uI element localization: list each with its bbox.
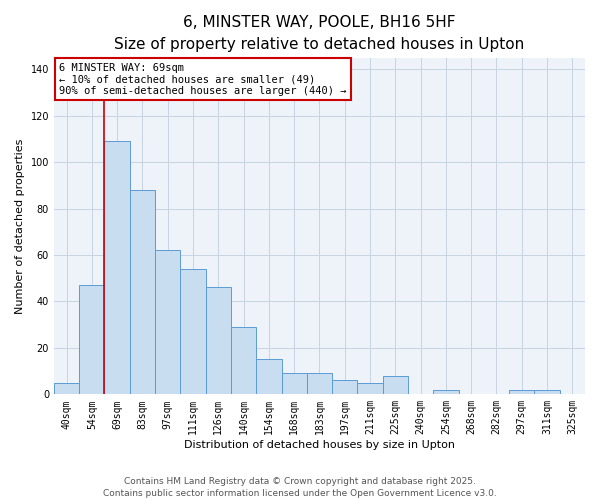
Bar <box>130 190 155 394</box>
Bar <box>181 269 206 394</box>
Bar <box>332 380 358 394</box>
Bar <box>155 250 181 394</box>
Y-axis label: Number of detached properties: Number of detached properties <box>15 138 25 314</box>
Bar <box>54 382 79 394</box>
Title: 6, MINSTER WAY, POOLE, BH16 5HF
Size of property relative to detached houses in : 6, MINSTER WAY, POOLE, BH16 5HF Size of … <box>115 15 524 52</box>
Bar <box>79 285 104 395</box>
Bar <box>206 288 231 395</box>
Bar <box>231 327 256 394</box>
Bar <box>256 360 281 394</box>
Bar <box>358 382 383 394</box>
X-axis label: Distribution of detached houses by size in Upton: Distribution of detached houses by size … <box>184 440 455 450</box>
Bar <box>509 390 535 394</box>
Bar <box>307 374 332 394</box>
Bar <box>383 376 408 394</box>
Bar <box>535 390 560 394</box>
Bar <box>104 141 130 395</box>
Text: 6 MINSTER WAY: 69sqm
← 10% of detached houses are smaller (49)
90% of semi-detac: 6 MINSTER WAY: 69sqm ← 10% of detached h… <box>59 62 347 96</box>
Text: Contains HM Land Registry data © Crown copyright and database right 2025.
Contai: Contains HM Land Registry data © Crown c… <box>103 476 497 498</box>
Bar <box>433 390 458 394</box>
Bar <box>281 374 307 394</box>
